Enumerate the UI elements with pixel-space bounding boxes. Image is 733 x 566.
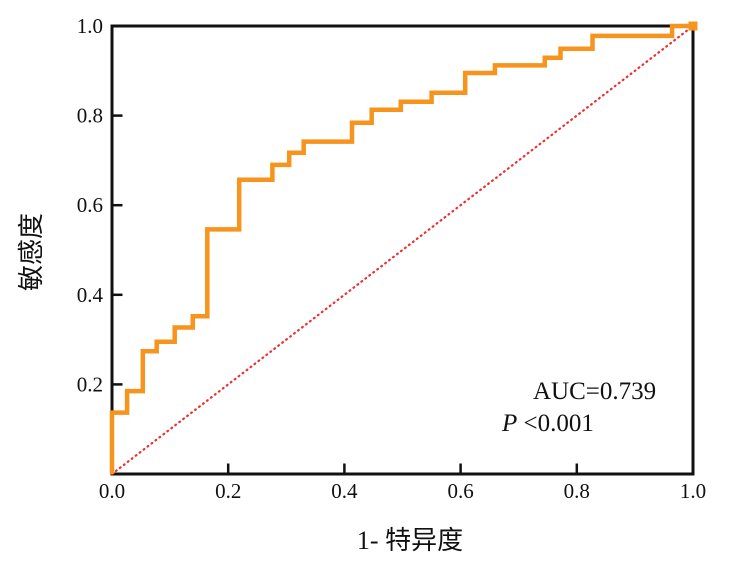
reference-diagonal-line [110,24,695,476]
x-tick-label: 0.2 [215,479,241,503]
ticks-layer: 0.0 0.2 0.4 0.6 0.8 1.0 0.2 0.4 0.6 0.8 1.0 [77,14,706,503]
y-tick-label: 0.8 [77,104,103,128]
roc-curve [109,23,693,474]
y-tick-label: 0.4 [77,283,104,307]
p-symbol: P [501,410,517,437]
x-axis-title: 1- 特异度 [357,526,463,555]
p-value-annotation: P <0.001 [501,410,594,437]
auc-annotation: AUC=0.739 [533,378,656,405]
y-tick-label: 1.0 [77,14,103,38]
x-tick-label: 0.4 [331,479,358,503]
x-tick-label: 0.0 [99,479,125,503]
y-tick-label: 0.6 [77,193,103,217]
x-tick-label: 1.0 [680,479,706,503]
y-axis-title: 敏感度 [17,213,46,291]
roc-endpoint-marker [688,21,698,31]
series-layer [109,21,698,476]
x-tick-label: 0.8 [564,479,590,503]
y-tick-label: 0.2 [77,372,103,396]
plot-border [110,24,695,476]
p-value-text: <0.001 [517,410,594,437]
x-tick-label: 0.6 [447,479,473,503]
